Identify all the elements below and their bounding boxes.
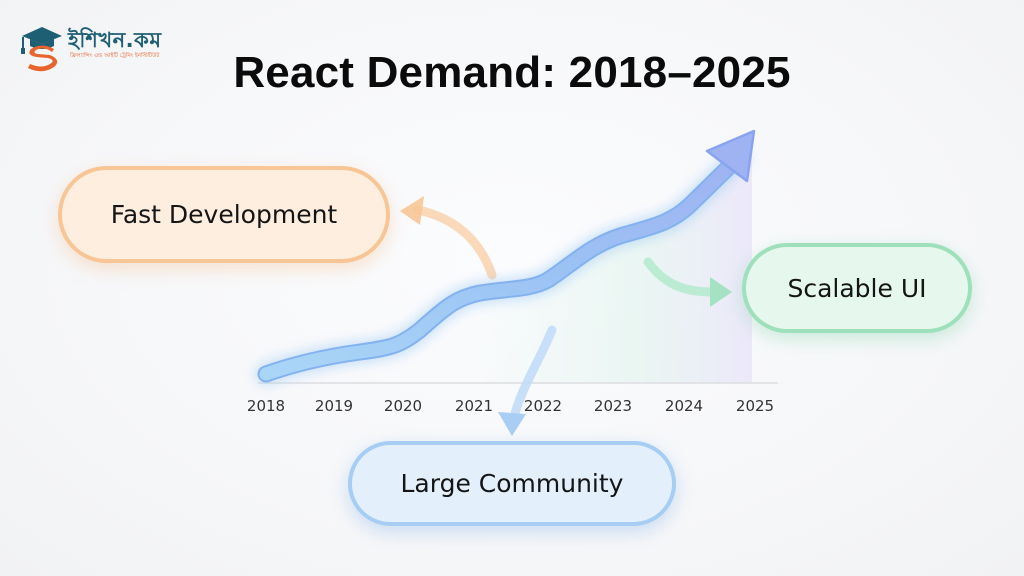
x-tick-2024: 2024 [664,397,704,415]
brand-tagline: ফ্রিল্যান্সিং এন্ড আইটি ট্রেনিং ইনস্টিটি… [70,53,160,59]
callout-large-community: Large Community [348,441,676,526]
callout-fast-development: Fast Development [58,166,390,263]
x-tick-2020: 2020 [383,397,423,415]
area-fill [470,140,752,383]
x-tick-2023: 2023 [593,397,633,415]
x-tick-2022: 2022 [523,397,563,415]
callout-scalable-ui: Scalable UI [742,243,972,333]
callout-label: Large Community [400,469,624,498]
arrowhead-blue-icon [498,412,526,436]
x-tick-2021: 2021 [454,397,494,415]
arrow-to-fast-development-icon [413,205,497,280]
callout-label: Scalable UI [787,273,927,303]
x-tick-2025: 2025 [735,397,775,415]
callout-label: Fast Development [110,200,338,229]
brand-logo: ইশিখন.কম ফ্রিল্যান্সিং এন্ড আইটি ট্রেনিং… [18,22,188,72]
arrowhead-green-icon [710,277,732,307]
page-title: React Demand: 2018–2025 [233,48,791,97]
arrowhead-orange-icon [400,196,424,225]
graduation-cap-logo-icon [21,27,62,72]
trend-arrowhead-icon [705,129,756,183]
arrow-to-scalable-ui-icon [643,257,717,297]
arrow-to-large-community-icon [509,325,557,423]
x-tick-2019: 2019 [314,397,354,415]
x-tick-2018: 2018 [246,397,286,415]
brand-name: ইশিখন.কম [68,28,162,52]
